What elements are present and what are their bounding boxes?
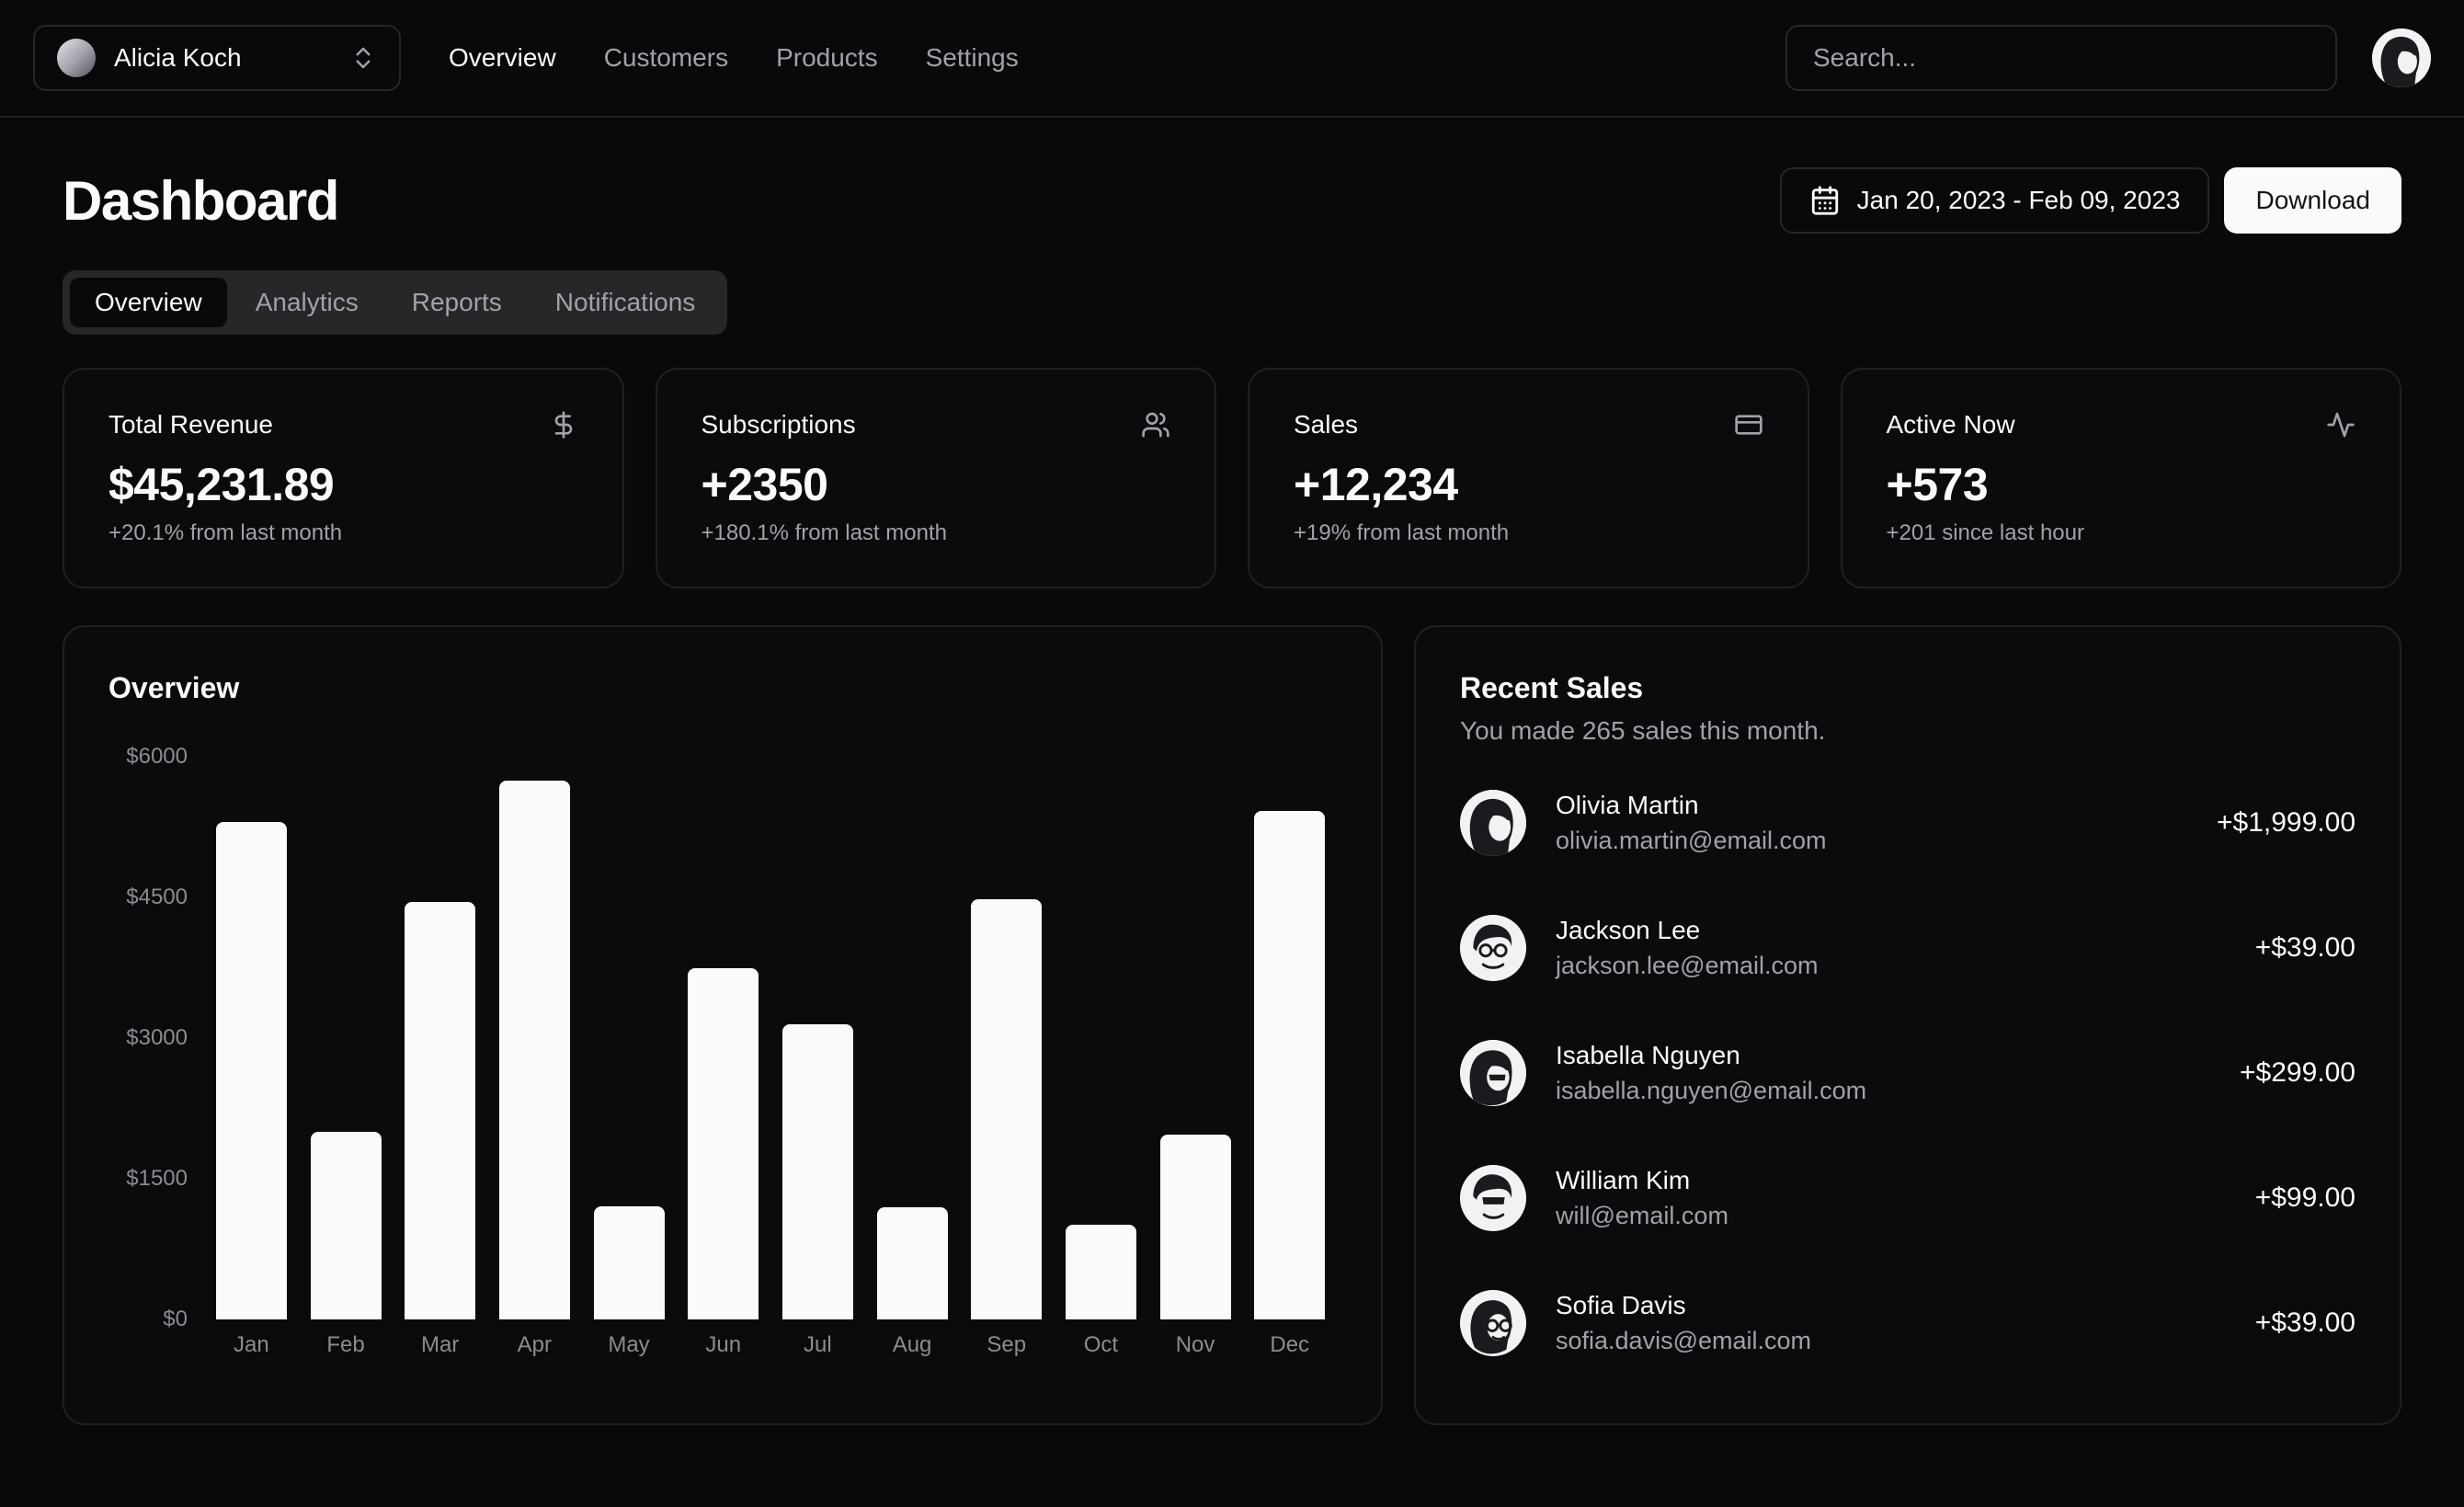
- recent-sales-card: Recent Sales You made 265 sales this mon…: [1414, 625, 2401, 1425]
- credit-card-icon: [1734, 415, 1762, 435]
- stat-card-total-revenue: Total Revenue $45,231.89 +20.1% from las…: [63, 368, 624, 588]
- sale-email: jackson.lee@email.com: [1556, 952, 1819, 979]
- sale-row: Sofia Davis sofia.davis@email.com +$39.0…: [1460, 1290, 2356, 1356]
- tab-reports[interactable]: Reports: [387, 278, 527, 327]
- sale-amount: +$99.00: [2254, 1182, 2356, 1213]
- stats-row: Total Revenue $45,231.89 +20.1% from las…: [63, 368, 2401, 588]
- header-right: [1785, 25, 2431, 91]
- app-header: Alicia Koch Overview Customers Products …: [0, 0, 2464, 118]
- stat-card-active-now: Active Now +573 +201 since last hour: [1840, 368, 2401, 588]
- avatar: [1460, 915, 1526, 981]
- nav-customers[interactable]: Customers: [603, 43, 729, 72]
- sale-amount: +$39.00: [2254, 1307, 2356, 1338]
- bar-oct: [1065, 1225, 1136, 1319]
- sale-email: will@email.com: [1556, 1202, 1728, 1229]
- sale-name: Isabella Nguyen: [1556, 1041, 1740, 1069]
- avatar: [1460, 1165, 1526, 1231]
- chart-y-axis: $6000 $4500 $3000 $1500 $0: [126, 744, 188, 1331]
- dollar-sign-icon: [554, 411, 572, 439]
- avatar: [1460, 1040, 1526, 1106]
- stat-card-subscriptions: Subscriptions +2350 +180.1% from last mo…: [655, 368, 1216, 588]
- stat-value: +12,234: [1294, 459, 1458, 510]
- title-actions: Jan 20, 2023 - Feb 09, 2023 Download: [1779, 167, 2401, 234]
- stat-delta: +20.1% from last month: [108, 520, 343, 545]
- sale-row: Olivia Martin olivia.martin@email.com +$…: [1460, 790, 2356, 856]
- sale-name: Sofia Davis: [1556, 1291, 1686, 1319]
- bar-nov: [1159, 1135, 1231, 1319]
- chart-title: Overview: [108, 671, 240, 704]
- avatar: [1460, 790, 1526, 856]
- stat-title: Sales: [1294, 410, 1359, 439]
- avatar: [1460, 1290, 1526, 1356]
- sale-email: isabella.nguyen@email.com: [1556, 1077, 1867, 1104]
- sale-amount: +$1,999.00: [2217, 807, 2356, 838]
- main-row: Overview $6000 $4500 $3000 $1500 $0: [63, 625, 2401, 1425]
- bar-apr: [498, 780, 570, 1319]
- bar-aug: [876, 1206, 948, 1319]
- nav-settings[interactable]: Settings: [925, 43, 1019, 72]
- team-avatar: [57, 39, 96, 77]
- stat-value: +2350: [701, 459, 828, 510]
- stat-value: +573: [1886, 459, 1989, 510]
- sale-amount: +$299.00: [2240, 1057, 2356, 1088]
- stat-delta: +19% from last month: [1294, 520, 1510, 545]
- dashboard-main: Dashboard Jan 20, 2023 - Feb 09, 2023 Do…: [0, 118, 2464, 1425]
- sale-name: Olivia Martin: [1556, 791, 1699, 819]
- stat-title: Total Revenue: [108, 410, 274, 439]
- bar-mar: [405, 902, 476, 1319]
- bar-jul: [781, 1023, 853, 1319]
- bar-sep: [971, 899, 1043, 1319]
- date-range-label: Jan 20, 2023 - Feb 09, 2023: [1856, 186, 2181, 214]
- stat-value: $45,231.89: [108, 459, 335, 510]
- bar-may: [593, 1205, 665, 1319]
- activity-icon: [2327, 412, 2355, 438]
- sale-email: sofia.davis@email.com: [1556, 1327, 1812, 1354]
- tab-overview[interactable]: Overview: [70, 278, 227, 327]
- sale-name: William Kim: [1556, 1166, 1691, 1194]
- stat-delta: +180.1% from last month: [701, 520, 947, 545]
- user-avatar-image: [2372, 29, 2431, 87]
- sales-list: Olivia Martin olivia.martin@email.com +$…: [1460, 790, 2356, 1356]
- main-nav: Overview Customers Products Settings: [449, 43, 1019, 73]
- bar-jun: [688, 967, 759, 1319]
- recent-sales-subtitle: You made 265 sales this month.: [1460, 716, 1826, 745]
- chart-plot-area: Jan Feb Mar Apr May Jun Jul Aug Sep Oct …: [204, 757, 1337, 1358]
- download-button[interactable]: Download: [2224, 167, 2401, 234]
- team-name: Alicia Koch: [114, 43, 242, 72]
- stat-delta: +201 since last hour: [1886, 520, 2084, 545]
- date-range-picker[interactable]: Jan 20, 2023 - Feb 09, 2023: [1779, 167, 2210, 234]
- bar-feb: [310, 1132, 382, 1319]
- sale-row: Jackson Lee jackson.lee@email.com +$39.0…: [1460, 915, 2356, 981]
- overview-chart-card: Overview $6000 $4500 $3000 $1500 $0: [63, 625, 1383, 1425]
- user-avatar-button[interactable]: [2372, 29, 2431, 87]
- nav-overview[interactable]: Overview: [449, 43, 556, 72]
- sale-row: William Kim will@email.com +$99.00: [1460, 1165, 2356, 1231]
- users-icon: [1142, 412, 1169, 438]
- stat-title: Active Now: [1886, 410, 2015, 439]
- sale-email: olivia.martin@email.com: [1556, 827, 1827, 854]
- calendar-icon: [1811, 186, 1838, 215]
- bar-dec: [1254, 811, 1326, 1319]
- tab-notifications[interactable]: Notifications: [530, 278, 721, 327]
- recent-sales-title: Recent Sales: [1460, 671, 1644, 704]
- page-title: Dashboard: [63, 169, 339, 232]
- stat-title: Subscriptions: [701, 410, 856, 439]
- bar-chart: $6000 $4500 $3000 $1500 $0: [108, 744, 1337, 1358]
- sale-amount: +$39.00: [2254, 932, 2356, 963]
- team-switcher[interactable]: Alicia Koch: [33, 25, 401, 91]
- chart-x-axis: Jan Feb Mar Apr May Jun Jul Aug Sep Oct …: [233, 1332, 1310, 1357]
- title-row: Dashboard Jan 20, 2023 - Feb 09, 2023 Do…: [63, 167, 2401, 234]
- stat-card-sales: Sales +12,234 +19% from last month: [1248, 368, 1809, 588]
- tab-analytics[interactable]: Analytics: [231, 278, 383, 327]
- sale-name: Jackson Lee: [1556, 916, 1701, 944]
- tabs-list: Overview Analytics Reports Notifications: [63, 270, 728, 335]
- search-input[interactable]: [1785, 25, 2337, 91]
- bar-jan: [215, 822, 287, 1319]
- sale-row: Isabella Nguyen isabella.nguyen@email.co…: [1460, 1040, 2356, 1106]
- nav-products[interactable]: Products: [776, 43, 878, 72]
- chevrons-up-down-icon: [356, 47, 371, 69]
